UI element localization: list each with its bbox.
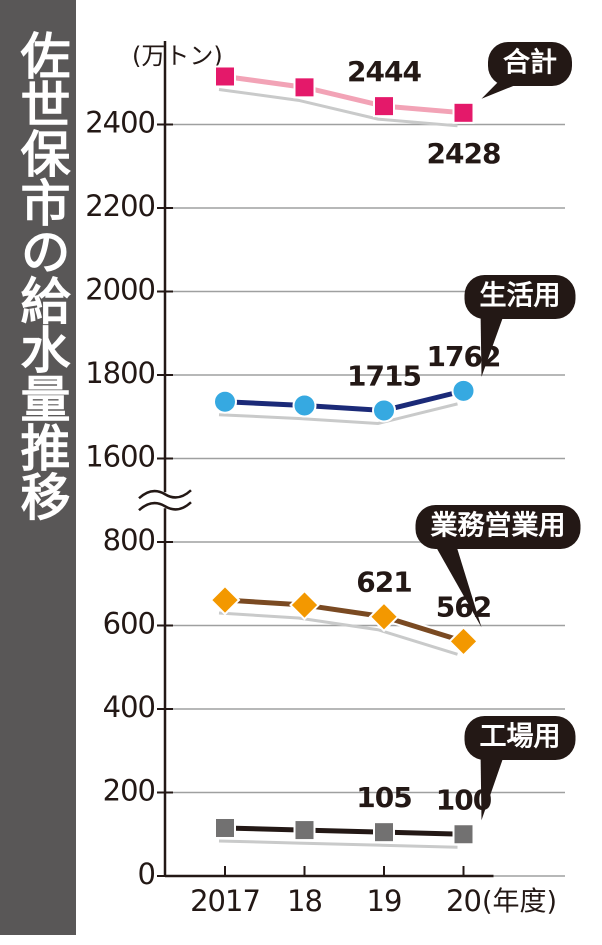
series-line: [224, 74, 464, 116]
marker: [368, 601, 400, 633]
marker: [293, 76, 316, 99]
legend-item: 生活用: [464, 275, 576, 377]
axis-break: [138, 501, 192, 512]
line-outline: [224, 595, 465, 646]
marker: [214, 65, 236, 88]
y-unit: (万トン): [132, 42, 223, 70]
series-line: [224, 825, 464, 837]
marker: [452, 823, 475, 846]
line-shadow: [218, 402, 458, 425]
legend-bubble: [415, 505, 581, 549]
legend-bubble: [488, 42, 572, 86]
series-line: [224, 388, 465, 413]
y-tick-label: 1800: [85, 356, 155, 390]
y-tick-label: 200: [103, 774, 155, 808]
y-tick-label: 800: [103, 523, 155, 557]
x-unit: (年度): [482, 887, 557, 918]
x-tick-label: 2017: [190, 884, 260, 918]
legend-label: 生活用: [480, 281, 561, 312]
y-tick-label: 2400: [85, 106, 155, 140]
value-label: 2444: [347, 55, 421, 88]
legend-item: 工場用: [464, 716, 576, 821]
y-tick-label: 2200: [85, 189, 155, 223]
legend-pointer: [480, 750, 505, 821]
legend-label: 工場用: [480, 722, 561, 753]
marker: [451, 378, 476, 403]
legend-bubble: [464, 716, 576, 760]
chart-title: 佐世保市の給水量推移: [13, 30, 72, 521]
marker: [293, 819, 316, 842]
legend-label: 合計: [503, 47, 557, 79]
legend-pointer: [480, 309, 505, 377]
value-label: 2428: [427, 137, 501, 170]
marker: [289, 589, 320, 621]
marker: [448, 625, 479, 657]
legend-bubble: [464, 275, 576, 319]
y-tick-label: 400: [103, 690, 155, 724]
y-tick-label: 2000: [85, 273, 155, 307]
value-label: 105: [356, 781, 411, 814]
y-tick-label: 1600: [85, 440, 155, 474]
y-tick-label: 600: [103, 607, 155, 641]
marker: [452, 101, 475, 124]
value-label: 621: [356, 566, 411, 599]
marker: [373, 95, 395, 118]
marker: [214, 816, 236, 839]
legend-pointer: [431, 539, 482, 628]
axis-break: [138, 489, 192, 500]
series-line: [224, 597, 465, 644]
x-tick-label: 19: [367, 884, 402, 918]
legend-item: 合計: [481, 42, 572, 99]
x-tick-label: 20: [446, 884, 481, 918]
title-band: [0, 0, 76, 935]
value-label: 1715: [347, 359, 421, 392]
marker: [372, 398, 396, 423]
marker: [373, 821, 395, 844]
marker: [209, 584, 241, 616]
legend-label: 業務営業用: [431, 510, 566, 542]
marker: [213, 389, 237, 414]
line-shadow: [218, 839, 458, 849]
legend-item: 業務営業用: [415, 505, 581, 628]
line-shadow: [218, 88, 458, 128]
y-tick-label: 0: [138, 857, 155, 891]
line-shadow: [218, 611, 458, 656]
marker: [292, 393, 317, 418]
x-tick-label: 18: [287, 884, 322, 918]
